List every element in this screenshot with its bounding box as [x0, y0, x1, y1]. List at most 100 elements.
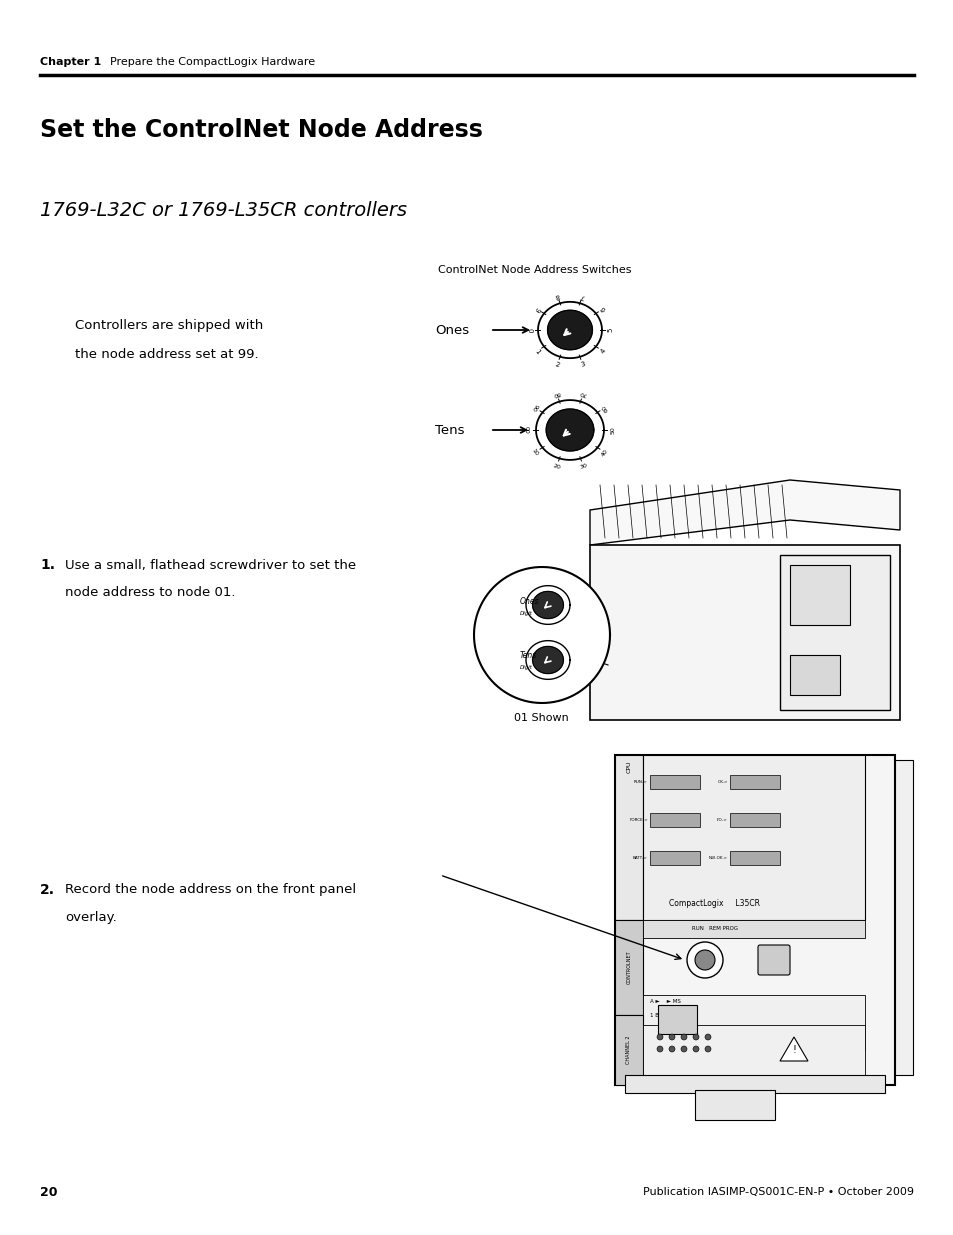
Text: 1 B ►: 1 B ► [649, 1013, 664, 1018]
Text: 2.: 2. [40, 883, 55, 897]
Circle shape [704, 1034, 710, 1040]
Text: 1.: 1. [40, 558, 55, 572]
Text: 6: 6 [598, 305, 606, 312]
Text: FORCE->: FORCE-> [629, 818, 647, 823]
Polygon shape [537, 301, 601, 358]
Text: BATT->: BATT-> [633, 856, 647, 860]
Text: CHANNEL 2: CHANNEL 2 [626, 1036, 631, 1065]
FancyBboxPatch shape [615, 755, 642, 920]
Text: A ►    ► MS: A ► ► MS [649, 999, 680, 1004]
Polygon shape [525, 641, 569, 679]
FancyBboxPatch shape [894, 760, 912, 1074]
Text: 00: 00 [523, 426, 528, 433]
Text: 60: 60 [600, 403, 609, 412]
Text: overlay.: overlay. [65, 911, 116, 925]
Polygon shape [546, 409, 593, 451]
FancyBboxPatch shape [695, 1091, 774, 1120]
Text: 50: 50 [610, 426, 616, 433]
Circle shape [704, 1046, 710, 1052]
FancyBboxPatch shape [649, 813, 700, 827]
Text: 90: 90 [530, 403, 538, 412]
Text: node address to node 01.: node address to node 01. [65, 587, 235, 599]
Text: 30: 30 [578, 463, 587, 471]
Text: OK->: OK-> [717, 781, 727, 784]
FancyBboxPatch shape [758, 945, 789, 974]
Circle shape [686, 942, 722, 978]
Circle shape [668, 1046, 675, 1052]
Text: 9: 9 [533, 305, 540, 312]
Text: 8: 8 [554, 293, 559, 299]
Text: 5: 5 [607, 327, 614, 332]
Text: 20: 20 [552, 463, 560, 471]
FancyBboxPatch shape [658, 1005, 697, 1034]
Text: CompactLogix     L35CR: CompactLogix L35CR [669, 899, 760, 908]
Text: CPU: CPU [626, 761, 631, 773]
Text: 0: 0 [525, 327, 532, 332]
FancyBboxPatch shape [642, 1025, 864, 1086]
FancyBboxPatch shape [624, 1074, 884, 1093]
Text: 10: 10 [530, 448, 538, 457]
Text: RUN   REM PROG: RUN REM PROG [691, 926, 738, 931]
Circle shape [680, 1034, 686, 1040]
FancyBboxPatch shape [649, 851, 700, 864]
FancyBboxPatch shape [780, 555, 889, 710]
Text: Use a small, flathead screwdriver to set the: Use a small, flathead screwdriver to set… [65, 558, 355, 572]
FancyBboxPatch shape [789, 655, 840, 695]
Text: 01 Shown: 01 Shown [514, 713, 568, 722]
Circle shape [692, 1046, 699, 1052]
FancyBboxPatch shape [615, 755, 894, 1086]
Text: 3: 3 [579, 361, 585, 368]
Text: 40: 40 [600, 448, 609, 457]
Text: 2: 2 [554, 361, 559, 368]
Polygon shape [525, 585, 569, 625]
FancyBboxPatch shape [589, 545, 899, 720]
Text: Publication IASIMP-QS001C-EN-P • October 2009: Publication IASIMP-QS001C-EN-P • October… [642, 1187, 913, 1197]
FancyBboxPatch shape [642, 920, 864, 939]
Circle shape [657, 1046, 662, 1052]
FancyBboxPatch shape [729, 813, 780, 827]
FancyBboxPatch shape [615, 1015, 642, 1086]
Circle shape [657, 1034, 662, 1040]
Text: Tens: Tens [519, 652, 537, 661]
Circle shape [668, 1034, 675, 1040]
Text: 20: 20 [40, 1186, 57, 1198]
Circle shape [680, 1046, 686, 1052]
FancyBboxPatch shape [649, 776, 700, 789]
Polygon shape [547, 310, 592, 350]
FancyBboxPatch shape [729, 776, 780, 789]
Text: Tens: Tens [435, 424, 464, 436]
Text: Controllers are shipped with: Controllers are shipped with [75, 319, 263, 331]
Polygon shape [532, 646, 563, 673]
Text: 1769-L32C or 1769-L35CR controllers: 1769-L32C or 1769-L35CR controllers [40, 200, 407, 220]
Text: 7: 7 [579, 293, 585, 299]
FancyBboxPatch shape [615, 920, 642, 1015]
Text: Record the node address on the front panel: Record the node address on the front pan… [65, 883, 355, 897]
Text: ControlNet Node Address Switches: ControlNet Node Address Switches [437, 266, 631, 275]
Text: the node address set at 99.: the node address set at 99. [75, 348, 258, 362]
Circle shape [695, 950, 714, 969]
Text: !: ! [791, 1045, 795, 1055]
Text: Chapter 1: Chapter 1 [40, 57, 101, 67]
Text: CONTROLNET: CONTROLNET [626, 950, 631, 984]
Text: 4: 4 [598, 348, 606, 354]
Text: Digit: Digit [519, 666, 533, 671]
FancyBboxPatch shape [642, 755, 864, 920]
Polygon shape [474, 567, 609, 703]
Text: RUN->: RUN-> [634, 781, 647, 784]
Text: Set the ControlNet Node Address: Set the ControlNet Node Address [40, 119, 482, 142]
Text: NW-OK->: NW-OK-> [708, 856, 727, 860]
Polygon shape [589, 480, 899, 545]
Text: Ones: Ones [435, 324, 469, 336]
Polygon shape [536, 400, 603, 459]
Text: Ones: Ones [519, 597, 539, 605]
Circle shape [692, 1034, 699, 1040]
FancyBboxPatch shape [789, 564, 849, 625]
Text: 1: 1 [533, 347, 540, 354]
Text: I/O->: I/O-> [717, 818, 727, 823]
Polygon shape [532, 592, 563, 619]
Polygon shape [780, 1037, 807, 1061]
FancyBboxPatch shape [729, 851, 780, 864]
Text: 80: 80 [552, 390, 560, 398]
Text: 70: 70 [578, 390, 587, 398]
Text: Digit: Digit [519, 610, 533, 615]
